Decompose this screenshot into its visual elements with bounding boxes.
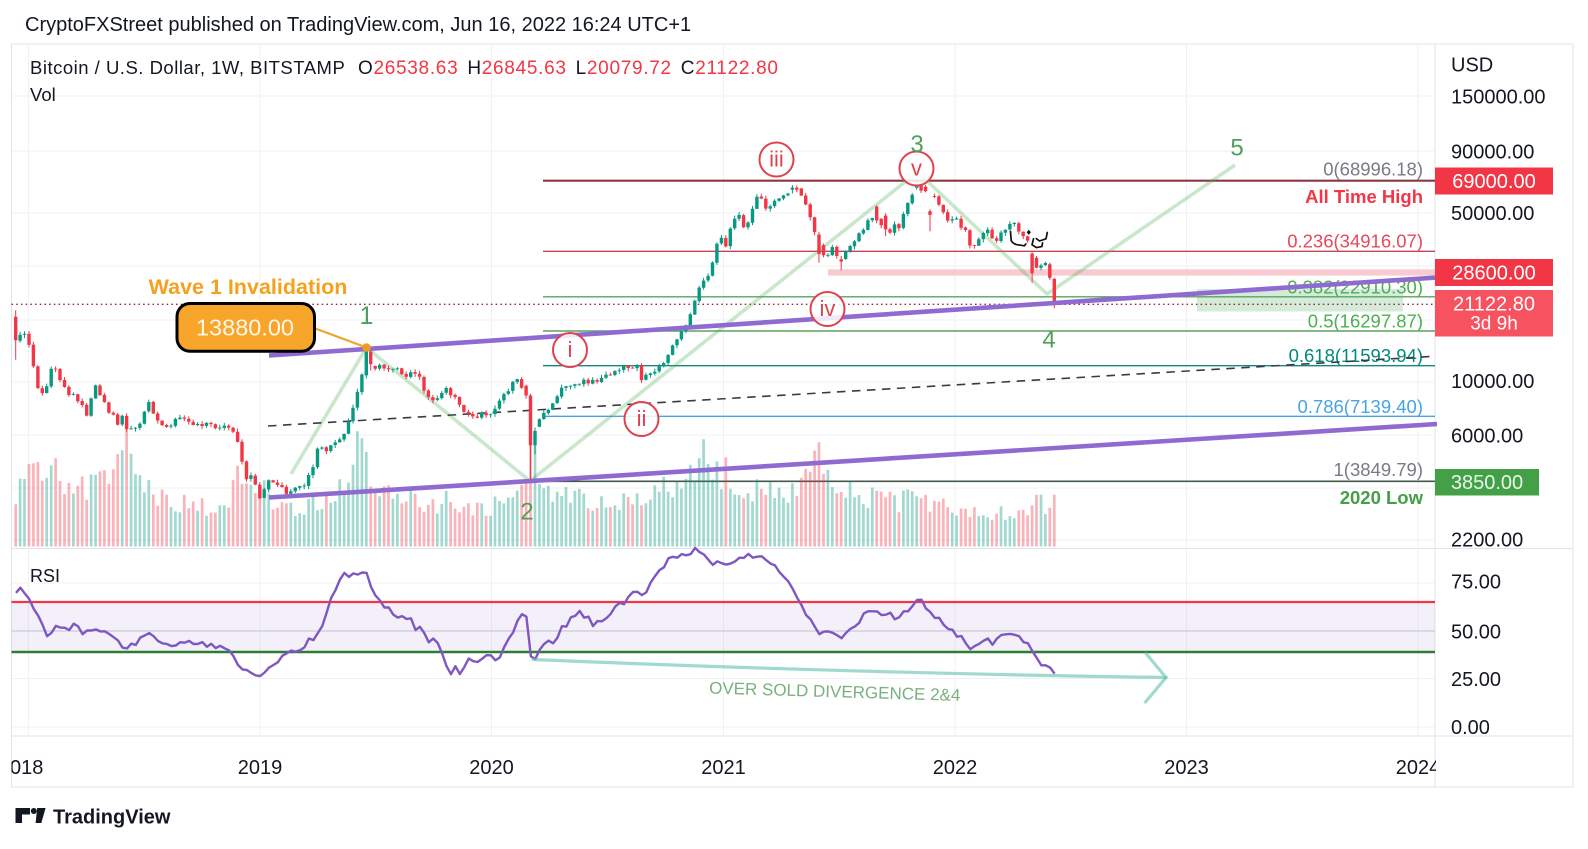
- svg-text:CryptoFXStreet published on Tr: CryptoFXStreet published on TradingView.…: [25, 14, 691, 36]
- svg-text:0.786(7139.40): 0.786(7139.40): [1298, 396, 1424, 417]
- svg-text:0.236(34916.07): 0.236(34916.07): [1287, 231, 1423, 252]
- svg-text:0.618(11593.94): 0.618(11593.94): [1289, 345, 1423, 366]
- svg-text:2020: 2020: [469, 757, 514, 779]
- svg-text:2024: 2024: [1396, 757, 1441, 779]
- svg-text:0(68996.18): 0(68996.18): [1323, 159, 1423, 180]
- svg-text:5: 5: [1230, 135, 1243, 162]
- svg-text:iv: iv: [820, 296, 836, 321]
- svg-text:3d 9h: 3d 9h: [1470, 314, 1518, 335]
- svg-text:2: 2: [520, 499, 533, 526]
- svg-text:13880.00: 13880.00: [196, 315, 294, 341]
- svg-text:150000.00: 150000.00: [1451, 87, 1546, 109]
- svg-text:21122.80: 21122.80: [1453, 294, 1535, 316]
- svg-text:TradingView: TradingView: [53, 807, 171, 829]
- svg-text:1: 1: [360, 302, 374, 330]
- svg-text:2019: 2019: [238, 757, 283, 779]
- svg-text:0.00: 0.00: [1451, 717, 1490, 739]
- svg-text:75.00: 75.00: [1451, 572, 1501, 594]
- svg-text:6000.00: 6000.00: [1451, 426, 1523, 448]
- svg-text:2021: 2021: [701, 757, 746, 779]
- svg-text:All Time High: All Time High: [1305, 186, 1423, 207]
- svg-text:018: 018: [10, 757, 43, 779]
- svg-text:3: 3: [910, 131, 923, 158]
- svg-text:v: v: [911, 156, 922, 181]
- svg-text:2200.00: 2200.00: [1451, 530, 1523, 552]
- svg-text:2020 Low: 2020 Low: [1340, 487, 1424, 508]
- svg-text:50000.00: 50000.00: [1451, 203, 1534, 225]
- svg-text:iii: iii: [769, 147, 784, 172]
- svg-text:2023: 2023: [1164, 757, 1209, 779]
- svg-text:90000.00: 90000.00: [1451, 142, 1534, 164]
- svg-text:10000.00: 10000.00: [1451, 371, 1534, 393]
- svg-text:Vol: Vol: [30, 84, 56, 105]
- svg-text:3850.00: 3850.00: [1451, 472, 1523, 494]
- svg-text:0.5(16297.87): 0.5(16297.87): [1308, 311, 1423, 332]
- svg-text:1(3849.79): 1(3849.79): [1334, 459, 1423, 480]
- svg-text:RSI: RSI: [30, 566, 60, 586]
- svg-text:Wave 1 Invalidation: Wave 1 Invalidation: [149, 275, 348, 299]
- svg-text:2022: 2022: [933, 757, 978, 779]
- svg-text:USD: USD: [1451, 55, 1493, 77]
- svg-text:25.00: 25.00: [1451, 669, 1501, 691]
- svg-text:50.00: 50.00: [1451, 622, 1501, 644]
- svg-text:28600.00: 28600.00: [1452, 263, 1535, 285]
- svg-text:Bitcoin / U.S. Dollar, 1W, BIT: Bitcoin / U.S. Dollar, 1W, BITSTAMP: [30, 57, 345, 78]
- svg-text:4: 4: [1042, 327, 1055, 354]
- svg-text:ii: ii: [637, 406, 647, 431]
- svg-text:i: i: [568, 337, 573, 362]
- svg-text:69000.00: 69000.00: [1452, 171, 1535, 193]
